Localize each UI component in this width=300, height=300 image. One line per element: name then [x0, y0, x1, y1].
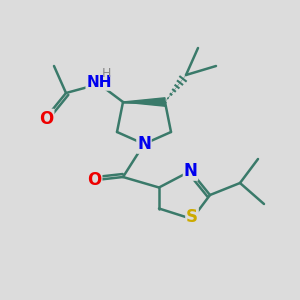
Polygon shape: [123, 98, 165, 106]
Text: O: O: [39, 110, 54, 128]
Text: N: N: [184, 162, 197, 180]
Text: S: S: [186, 208, 198, 226]
Text: NH: NH: [86, 75, 112, 90]
Text: N: N: [137, 135, 151, 153]
Text: H: H: [102, 67, 111, 80]
Text: O: O: [87, 171, 102, 189]
